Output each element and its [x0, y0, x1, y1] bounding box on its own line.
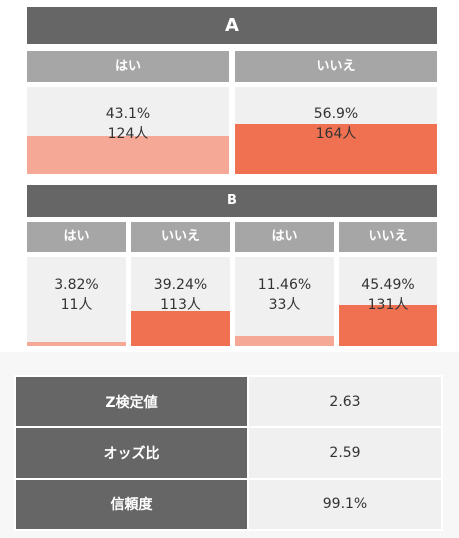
- share-bar: [27, 136, 229, 174]
- stat-label: Z検定値: [14, 374, 249, 429]
- section-b-col1-cell: 3.82% 11人: [27, 257, 126, 346]
- count-value: 131人: [367, 297, 409, 313]
- section-b-col2-cell: 39.24% 113人: [131, 257, 230, 346]
- stats-row-z: Z検定値 2.63: [14, 374, 443, 429]
- section-b-col2-header: いいえ: [131, 222, 230, 252]
- column-label: いいえ: [160, 229, 200, 244]
- stats-table: Z検定値 2.63 オッズ比 2.59 信頼度 99.1%: [14, 374, 443, 532]
- column-label: はい: [271, 229, 298, 244]
- column-label: はい: [114, 59, 141, 74]
- column-label: いいえ: [368, 229, 408, 244]
- percent-value: 11.46%: [257, 277, 312, 293]
- share-bar: [339, 305, 437, 346]
- section-b-header: B: [27, 185, 437, 217]
- stat-value: 2.59: [247, 426, 443, 480]
- percent-value: 43.1%: [105, 106, 151, 122]
- count-value: 33人: [268, 297, 301, 313]
- stats-row-odds: オッズ比 2.59: [14, 426, 443, 480]
- column-label: いいえ: [316, 59, 356, 74]
- stats-row-confidence: 信頼度 99.1%: [14, 477, 443, 532]
- stat-value: 99.1%: [247, 477, 443, 532]
- section-b-title: B: [227, 193, 237, 208]
- section-b-col1-header: はい: [27, 222, 126, 252]
- section-b-col3-cell: 11.46% 33人: [235, 257, 334, 346]
- section-a-no-cell: 56.9% 164人: [235, 87, 437, 174]
- share-bar: [235, 336, 334, 346]
- stat-label: 信頼度: [14, 477, 249, 532]
- count-value: 11人: [60, 297, 93, 313]
- percent-value: 39.24%: [153, 277, 208, 293]
- percent-value: 56.9%: [313, 106, 359, 122]
- section-a-header: A: [27, 7, 437, 44]
- percent-value: 45.49%: [361, 277, 415, 293]
- stat-label: オッズ比: [14, 426, 249, 480]
- section-b-col4-header: いいえ: [339, 222, 437, 252]
- column-label: はい: [63, 229, 90, 244]
- count-value: 164人: [315, 126, 357, 142]
- section-a-yes-header: はい: [27, 51, 229, 82]
- share-bar: [27, 342, 126, 346]
- count-value: 124人: [107, 126, 149, 142]
- section-b-col3-header: はい: [235, 222, 334, 252]
- share-bar: [131, 311, 230, 346]
- percent-value: 3.82%: [54, 277, 99, 293]
- stat-value: 2.63: [247, 374, 443, 429]
- section-a-title: A: [225, 15, 239, 36]
- section-a-no-header: いいえ: [235, 51, 437, 82]
- count-value: 113人: [160, 297, 201, 313]
- share-bar: [235, 124, 437, 174]
- section-b-col4-cell: 45.49% 131人: [339, 257, 437, 346]
- section-a-yes-cell: 43.1% 124人: [27, 87, 229, 174]
